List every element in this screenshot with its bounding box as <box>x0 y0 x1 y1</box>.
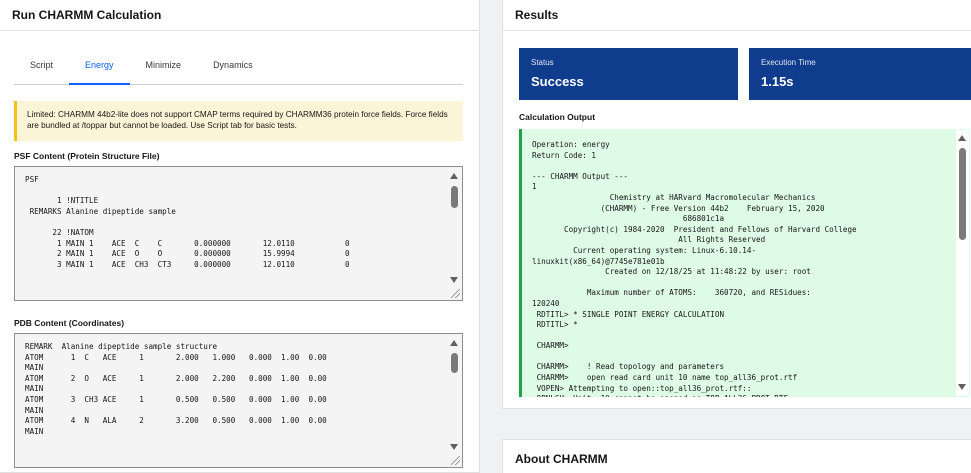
calculation-tabs: Script Energy Minimize Dynamics <box>14 52 463 85</box>
tab-minimize[interactable]: Minimize <box>145 60 182 70</box>
scroll-down-icon[interactable] <box>450 277 458 283</box>
execution-time-value: 1.15s <box>761 74 794 89</box>
run-calculation-panel: Run CHARMM Calculation Script Energy Min… <box>0 0 480 473</box>
output-scrollbar[interactable] <box>956 130 969 396</box>
scroll-down-icon[interactable] <box>958 384 966 390</box>
tab-dynamics[interactable]: Dynamics <box>213 60 253 70</box>
calculation-output[interactable]: Operation: energy Return Code: 1 --- CHA… <box>519 129 970 397</box>
about-panel: About CHARMM <box>502 439 971 473</box>
psf-content-textarea[interactable]: PSF 1 !NTITLE REMARKS Alanine dipeptide … <box>14 166 463 301</box>
scroll-thumb[interactable] <box>451 353 458 373</box>
execution-time-tile: Execution Time 1.15s <box>749 48 971 100</box>
scroll-down-icon[interactable] <box>450 444 458 450</box>
pdb-content-textarea[interactable]: REMARK Alanine dipeptide sample structur… <box>14 333 463 468</box>
tab-energy[interactable]: Energy <box>69 52 130 85</box>
calculation-output-label: Calculation Output <box>519 112 596 122</box>
tab-script[interactable]: Script <box>30 60 54 70</box>
about-title: About CHARMM <box>515 452 608 466</box>
results-title: Results <box>503 0 971 31</box>
calculation-output-text: Operation: energy Return Code: 1 --- CHA… <box>532 140 857 397</box>
scroll-thumb[interactable] <box>451 186 458 208</box>
results-panel: Results Status Success Execution Time 1.… <box>502 0 971 409</box>
scroll-thumb[interactable] <box>959 148 966 240</box>
pdb-scrollbar[interactable] <box>448 335 461 466</box>
psf-scrollbar[interactable] <box>448 168 461 299</box>
scroll-up-icon[interactable] <box>450 173 458 179</box>
status-value: Success <box>531 74 584 89</box>
psf-label: PSF Content (Protein Structure File) <box>14 151 160 161</box>
execution-time-label: Execution Time <box>761 58 816 67</box>
status-tile: Status Success <box>519 48 738 100</box>
status-label: Status <box>531 58 554 67</box>
resize-grip-icon[interactable] <box>451 289 460 298</box>
scroll-up-icon[interactable] <box>450 340 458 346</box>
psf-content-text: PSF 1 !NTITLE REMARKS Alanine dipeptide … <box>25 175 350 269</box>
limitation-warning: Limited: CHARMM 44b2-lite does not suppo… <box>14 101 463 141</box>
scroll-up-icon[interactable] <box>958 135 966 141</box>
pdb-label: PDB Content (Coordinates) <box>14 318 125 328</box>
pdb-content-text: REMARK Alanine dipeptide sample structur… <box>25 342 327 436</box>
resize-grip-icon[interactable] <box>451 456 460 465</box>
run-calculation-title: Run CHARMM Calculation <box>0 0 479 31</box>
